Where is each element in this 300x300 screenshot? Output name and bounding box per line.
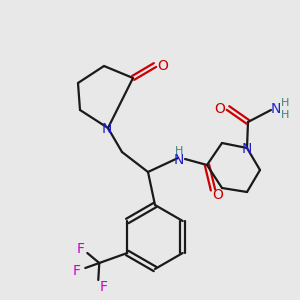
Text: H: H [281,110,289,120]
Text: F: F [72,264,80,278]
Text: N: N [174,153,184,167]
Text: H: H [175,146,183,156]
Text: N: N [271,102,281,116]
Text: O: O [213,188,224,202]
Text: O: O [158,59,168,73]
Text: N: N [242,142,252,156]
Text: H: H [281,98,289,108]
Text: F: F [99,280,107,294]
Text: O: O [214,102,225,116]
Text: N: N [102,122,112,136]
Text: F: F [76,242,84,256]
